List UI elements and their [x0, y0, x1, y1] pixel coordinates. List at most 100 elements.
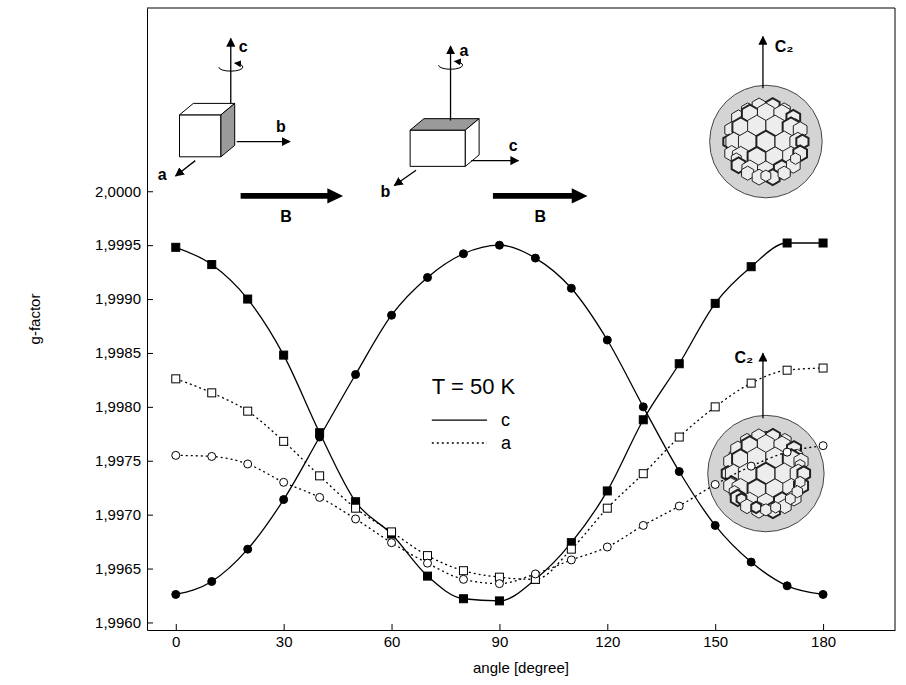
fullerene-hexagon: [785, 493, 795, 504]
data-point: [244, 460, 252, 468]
data-point: [208, 577, 216, 585]
x-tick-label: 60: [384, 633, 401, 650]
data-point: [280, 351, 288, 359]
legend-swatch: [432, 442, 487, 443]
x-tick-mark: [499, 624, 500, 630]
data-point: [603, 336, 611, 344]
data-point: [316, 433, 324, 441]
data-point: [316, 493, 324, 501]
y-tick-mark: [147, 569, 153, 570]
plot-frame: [147, 8, 895, 630]
data-point: [280, 496, 288, 504]
frame-top: [147, 8, 895, 9]
y-tick-mark: [147, 245, 153, 246]
decorations: [176, 37, 825, 532]
y-tick: 1,9965: [95, 560, 153, 577]
frame-right: [895, 8, 896, 630]
axis-arrow: [237, 141, 290, 142]
data-point: [531, 570, 539, 578]
annotation: c: [509, 137, 518, 154]
x-tick: 180: [811, 624, 836, 650]
data-point: [459, 595, 467, 603]
data-point: [244, 407, 252, 415]
x-axis-title: angle [degree]: [473, 659, 569, 676]
y-axis-line: [147, 9, 148, 631]
annotation: c: [239, 38, 248, 55]
annotation: B: [280, 208, 292, 225]
y-tick-label: 1,9970: [95, 506, 141, 523]
x-tick-label: 0: [172, 633, 180, 650]
y-axis-title: g-factor: [26, 294, 43, 345]
data-point: [424, 273, 432, 281]
x-tick: 30: [276, 624, 293, 650]
field-arrow: [241, 188, 343, 203]
data-point: [639, 521, 647, 529]
data-point: [747, 462, 755, 470]
fullerene-body: [710, 85, 823, 198]
annotation: b: [381, 183, 391, 200]
fullerene-outline: [708, 415, 824, 531]
rotation-arrow: [219, 63, 243, 71]
annotation: a: [459, 42, 468, 59]
rotation-arrow: [439, 61, 463, 69]
y-tick: 1,9985: [95, 344, 153, 361]
x-tick-mark: [823, 624, 824, 630]
data-point: [352, 515, 360, 523]
x-tick-label: 180: [811, 633, 836, 650]
data-point: [388, 528, 396, 536]
y-axis: 1,9960 1,9965 1,9970 1,9975 1,9980 1,9985 1,99…: [95, 9, 153, 631]
chart: 03060901201501801,99601,99651,99701,9975…: [0, 0, 906, 685]
legend-swatch: [432, 419, 487, 420]
data-point: [172, 243, 180, 251]
fullerene-hexagon: [761, 170, 771, 181]
y-tick: 1,9995: [95, 236, 153, 253]
y-tick: 2,0000: [95, 183, 153, 200]
data-point: [711, 480, 719, 488]
series-line: [176, 245, 823, 594]
x-axis-line: [148, 630, 896, 631]
data-point: [424, 572, 432, 580]
y-tick-label: 1,9995: [95, 236, 141, 253]
series-line: [176, 368, 823, 579]
y-tick-mark: [147, 299, 153, 300]
y-tick-label: 1,9975: [95, 452, 141, 469]
annotation: B: [534, 208, 546, 225]
data-point: [388, 311, 396, 319]
data-point: [244, 295, 252, 303]
data-point: [208, 389, 216, 397]
data-point: [603, 487, 611, 495]
data-point: [424, 552, 432, 560]
data-point: [495, 580, 503, 588]
data-point: [208, 452, 216, 460]
data-point: [208, 261, 216, 269]
crystal-face: [410, 130, 465, 166]
data-point: [819, 364, 827, 372]
y-tick-label: 1,9990: [95, 290, 141, 307]
data-point: [388, 539, 396, 547]
data-point: [711, 299, 719, 307]
y-tick: 1,9990: [95, 290, 153, 307]
annotation: T = 50 K: [432, 374, 516, 399]
axis-arrow: [762, 37, 763, 89]
x-tick-label: 30: [276, 633, 293, 650]
x-tick-mark: [284, 624, 285, 630]
data-point: [567, 284, 575, 292]
y-tick: 1,9980: [95, 398, 153, 415]
plot-area: [172, 239, 827, 605]
data-point: [495, 241, 503, 249]
axis-arrow: [471, 160, 518, 161]
fullerene: [710, 85, 823, 198]
y-tick-label: 1,9965: [95, 560, 141, 577]
annotation: b: [276, 118, 286, 135]
data-point: [424, 559, 432, 567]
x-tick-label: 120: [595, 633, 620, 650]
y-tick: 1,9970: [95, 506, 153, 523]
crystal-face: [180, 115, 221, 157]
data-point: [675, 433, 683, 441]
data-point: [711, 403, 719, 411]
y-tick: 1,9960: [95, 614, 153, 631]
data-point: [819, 442, 827, 450]
crystal-face: [465, 119, 479, 167]
annotation: C₂: [775, 38, 794, 55]
axis-arrow: [176, 161, 196, 176]
